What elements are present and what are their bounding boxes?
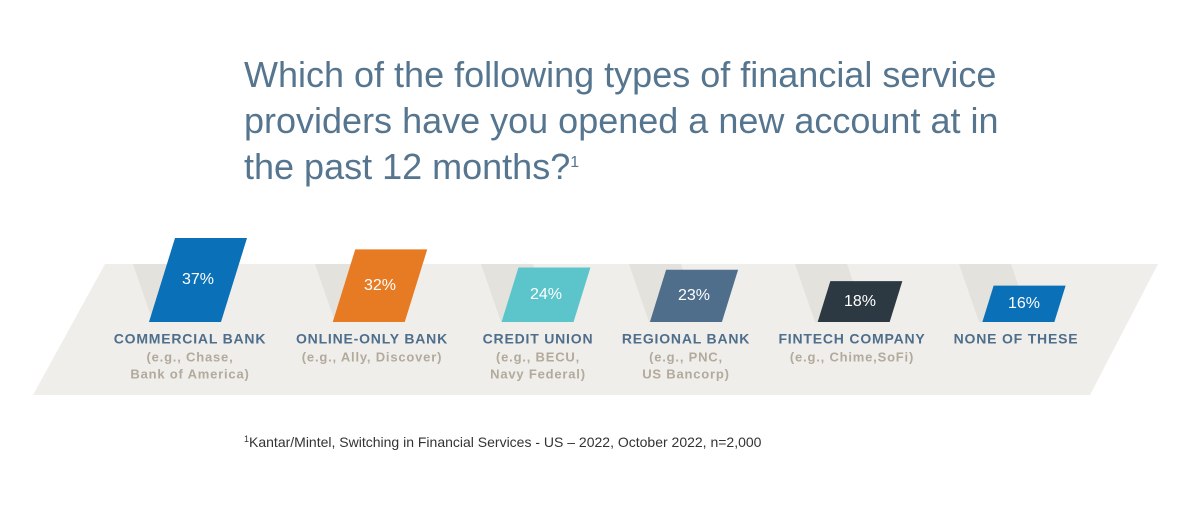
category-label: NONE OF THESE <box>954 331 1079 347</box>
category-label: CREDIT UNION <box>483 331 594 347</box>
value-label: 16% <box>1008 295 1040 312</box>
title-note: 1 <box>570 154 580 171</box>
category-label: FINTECH COMPANY <box>778 331 925 347</box>
value-label: 23% <box>678 287 710 304</box>
value-label: 32% <box>364 277 396 294</box>
example-label: (e.g., Ally, Discover) <box>302 349 442 364</box>
example-label: Navy Federal) <box>490 366 586 381</box>
footnote-marker: 1 <box>244 434 250 444</box>
chart-title-box: Which of the following types of financia… <box>244 52 1004 190</box>
example-label: (e.g., Chase, <box>147 349 234 364</box>
category-label: REGIONAL BANK <box>622 331 750 347</box>
example-label: (e.g., Chime,SoFi) <box>790 349 914 364</box>
category-label: COMMERCIAL BANK <box>114 331 267 347</box>
category-label: ONLINE-ONLY BANK <box>296 331 448 347</box>
value-label: 18% <box>844 293 876 310</box>
value-label: 24% <box>530 286 562 303</box>
bar <box>332 249 428 322</box>
example-label: Bank of America) <box>130 366 249 381</box>
bar <box>148 238 248 322</box>
chart-title: Which of the following types of financia… <box>244 54 999 187</box>
bar <box>817 281 903 322</box>
example-label: US Bancorp) <box>642 366 730 381</box>
footnote: 1Kantar/Mintel, Switching in Financial S… <box>244 434 761 450</box>
bar <box>649 269 739 322</box>
bar <box>982 285 1066 322</box>
example-label: (e.g., BECU, <box>496 349 580 364</box>
value-label: 37% <box>182 271 214 288</box>
footnote-text: Kantar/Mintel, Switching in Financial Se… <box>249 434 762 450</box>
example-label: (e.g., PNC, <box>649 349 723 364</box>
bar <box>501 267 591 322</box>
